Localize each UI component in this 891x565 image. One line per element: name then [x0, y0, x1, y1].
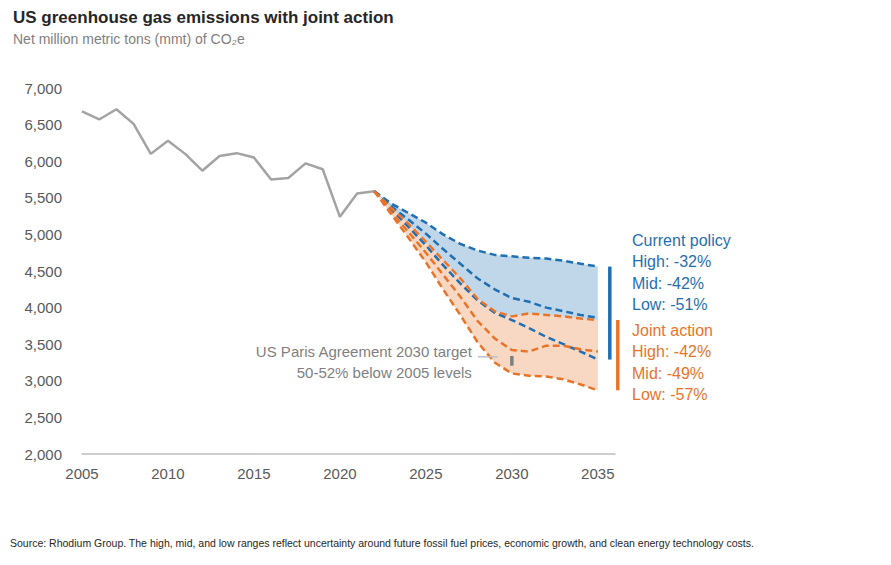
svg-text:3,500: 3,500 [24, 336, 62, 353]
svg-text:2035: 2035 [581, 465, 614, 482]
svg-text:High: -32%: High: -32% [632, 253, 711, 270]
svg-text:2010: 2010 [151, 465, 184, 482]
svg-text:US Paris Agreement 2030 target: US Paris Agreement 2030 target [256, 343, 473, 360]
svg-text:Mid: -42%: Mid: -42% [632, 275, 704, 292]
svg-text:2,000: 2,000 [24, 446, 62, 463]
svg-text:Source: Rhodium Group. The hig: Source: Rhodium Group. The high, mid, an… [10, 537, 754, 549]
svg-text:4,000: 4,000 [24, 299, 62, 316]
svg-text:5,000: 5,000 [24, 226, 62, 243]
svg-text:High: -42%: High: -42% [632, 343, 711, 360]
svg-text:2015: 2015 [237, 465, 270, 482]
svg-text:US greenhouse gas emissions wi: US greenhouse gas emissions with joint a… [13, 8, 394, 27]
svg-text:6,500: 6,500 [24, 116, 62, 133]
svg-text:5,500: 5,500 [24, 189, 62, 206]
svg-text:Current policy: Current policy [632, 232, 731, 249]
svg-text:50-52% below 2005 levels: 50-52% below 2005 levels [297, 364, 472, 381]
svg-text:7,000: 7,000 [24, 80, 62, 97]
svg-text:Joint action: Joint action [632, 322, 713, 339]
svg-text:2025: 2025 [409, 465, 442, 482]
svg-text:2005: 2005 [65, 465, 98, 482]
svg-text:2,500: 2,500 [24, 409, 62, 426]
svg-text:Low: -57%: Low: -57% [632, 386, 708, 403]
svg-text:2020: 2020 [323, 465, 356, 482]
svg-text:2030: 2030 [495, 465, 528, 482]
svg-text:Net million metric tons (mmt): Net million metric tons (mmt) of CO₂e [13, 31, 245, 47]
svg-text:6,000: 6,000 [24, 153, 62, 170]
svg-text:4,500: 4,500 [24, 263, 62, 280]
svg-text:Mid: -49%: Mid: -49% [632, 365, 704, 382]
svg-text:3,000: 3,000 [24, 372, 62, 389]
svg-text:Low: -51%: Low: -51% [632, 296, 708, 313]
